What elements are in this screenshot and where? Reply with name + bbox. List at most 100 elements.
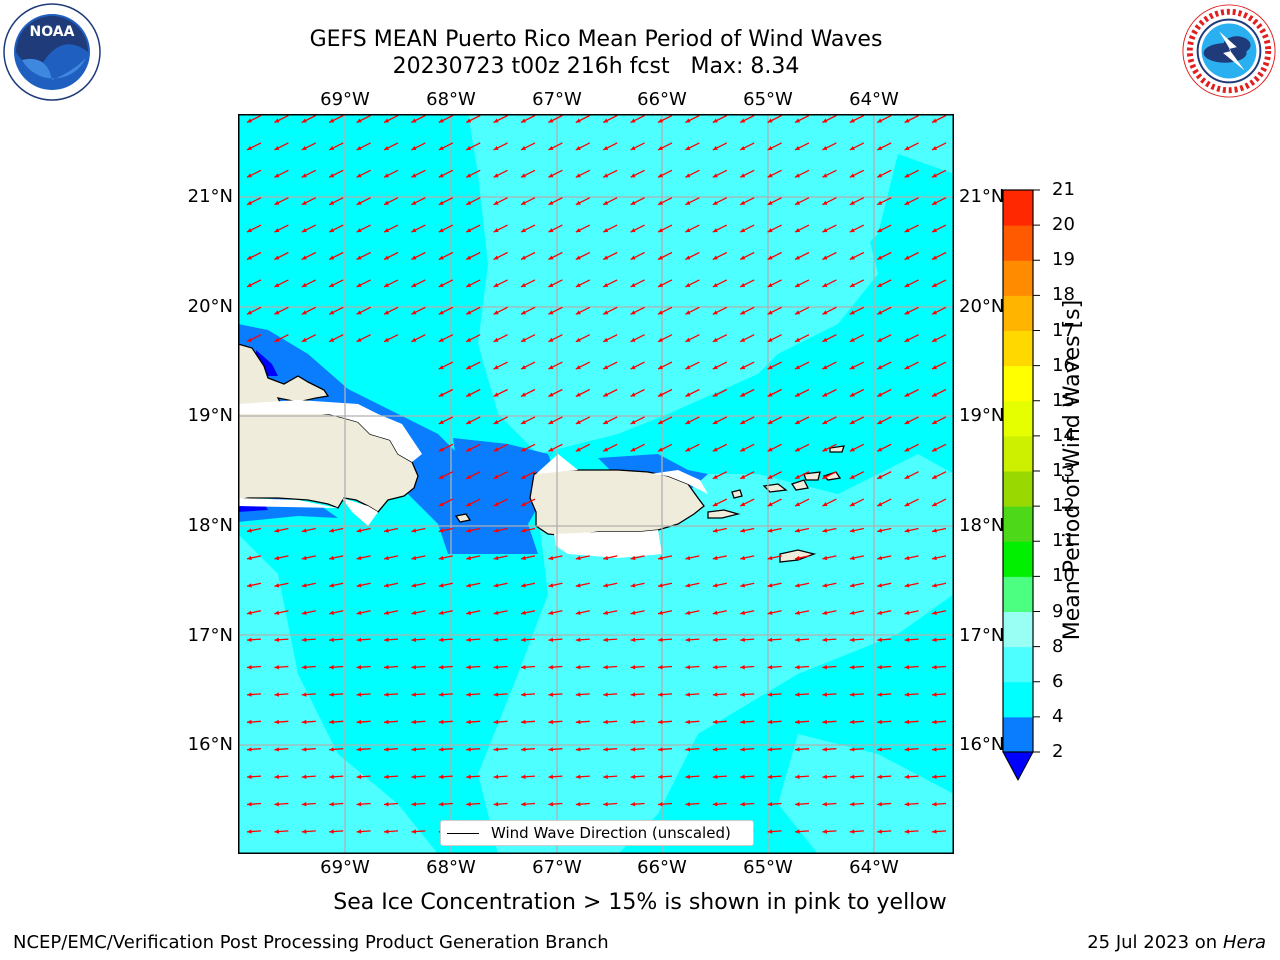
- wave-arrow-head: [548, 665, 554, 670]
- wave-arrow-head: [904, 610, 910, 615]
- wave-arrow-head: [274, 774, 280, 779]
- chart-title: GEFS MEAN Puerto Rico Mean Period of Win…: [309, 27, 883, 52]
- wave-arrow-head: [247, 555, 252, 561]
- wave-arrow-head: [603, 337, 609, 342]
- wave-arrow-head: [466, 747, 471, 752]
- wave-arrow-head: [767, 337, 773, 342]
- wave-arrow-head: [575, 419, 581, 424]
- wave-arrow-head: [274, 145, 280, 150]
- wave-arrow-head: [521, 337, 526, 342]
- wave-arrow-head: [274, 610, 280, 615]
- wave-arrow-head: [411, 692, 417, 697]
- wave-arrow-head: [740, 365, 746, 370]
- wave-arrow-head: [384, 719, 389, 725]
- wave-arrow-head: [740, 637, 745, 642]
- wave-arrow-head: [658, 282, 663, 287]
- wave-arrow-head: [384, 555, 389, 561]
- wave-arrow-head: [493, 255, 499, 260]
- wave-arrow-head: [411, 637, 417, 642]
- wave-arrow-head: [685, 173, 691, 178]
- wave-arrow-head: [712, 555, 718, 561]
- wave-arrow-head: [493, 365, 499, 370]
- wave-arrow-head: [356, 555, 362, 561]
- wave-arrow-head: [795, 337, 800, 342]
- wave-arrow-head: [904, 555, 910, 561]
- wave-arrow-head: [329, 583, 335, 588]
- wave-arrow-head: [329, 528, 335, 533]
- wave-arrow-head: [356, 829, 362, 834]
- colorbar-tick-label: 6: [1052, 670, 1064, 692]
- wave-arrow-head: [466, 502, 472, 507]
- wave-arrow-head: [877, 637, 882, 642]
- wave-arrow-head: [932, 637, 937, 642]
- wave-arrow-head: [740, 774, 745, 779]
- wave-arrow-head: [493, 228, 499, 233]
- wave-arrow-head: [712, 365, 718, 370]
- wave-arrow-head: [630, 555, 636, 561]
- wave-arrow-head: [521, 502, 526, 507]
- wave-arrow-head: [466, 665, 471, 670]
- wave-arrow-head: [877, 555, 883, 561]
- wave-arrow-head: [575, 282, 581, 287]
- wave-arrow-head: [767, 365, 773, 370]
- wave-arrow-head: [356, 637, 362, 642]
- wave-arrow-head: [493, 200, 499, 205]
- wave-arrow-head: [603, 392, 609, 397]
- wave-arrow-head: [767, 145, 773, 150]
- wave-arrow-head: [740, 392, 746, 397]
- wave-arrow-head: [301, 118, 307, 123]
- wave-arrow-head: [493, 802, 499, 807]
- footer-credit: NCEP/EMC/Verification Post Processing Pr…: [13, 932, 609, 953]
- colorbar-tick-label: 19: [1052, 249, 1075, 271]
- wave-arrow-head: [932, 802, 937, 807]
- wave-arrow-head: [384, 118, 389, 123]
- wave-arrow-head: [438, 200, 444, 205]
- wave-arrow-head: [384, 774, 389, 779]
- wave-arrow-head: [411, 583, 417, 588]
- lat-label-left: 18°N: [187, 515, 233, 536]
- wave-arrow-head: [411, 145, 417, 150]
- wave-arrow-head: [603, 282, 609, 287]
- wave-arrow-head: [603, 310, 609, 315]
- wave-arrow-head: [548, 392, 554, 397]
- wave-arrow-head: [685, 555, 691, 561]
- wave-arrow-head: [466, 419, 472, 424]
- wave-arrow-head: [438, 118, 444, 123]
- wave-arrow-head: [575, 365, 581, 370]
- wave-arrow-head: [658, 610, 663, 615]
- wave-arrow-head: [411, 228, 417, 233]
- wave-arrow-head: [740, 474, 746, 479]
- wave-arrow-head: [384, 200, 389, 205]
- wave-arrow-head: [630, 145, 636, 150]
- wave-arrow-head: [521, 419, 526, 424]
- wave-arrow-head: [438, 474, 444, 479]
- wave-arrow-head: [575, 774, 581, 779]
- wave-arrow-head: [548, 419, 554, 424]
- wave-arrow-head: [932, 282, 937, 287]
- wave-arrow-head: [384, 637, 389, 642]
- wave-arrow-head: [329, 555, 335, 561]
- wave-arrow-head: [301, 173, 307, 178]
- wave-arrow-head: [329, 282, 335, 287]
- wave-arrow-head: [767, 502, 773, 507]
- wave-arrow-head: [685, 365, 691, 370]
- wave-arrow-head: [548, 747, 554, 752]
- wave-arrow-head: [411, 665, 417, 670]
- wave-arrow-head: [411, 774, 417, 779]
- wave-arrow-head: [329, 310, 335, 315]
- legend-label: Wind Wave Direction (unscaled): [491, 824, 731, 842]
- wave-arrow-head: [575, 583, 581, 588]
- wave-arrow-head: [548, 802, 554, 807]
- wave-arrow-head: [356, 255, 362, 260]
- wave-arrow-head: [932, 692, 937, 697]
- wave-arrow-head: [548, 255, 554, 260]
- wave-arrow-head: [356, 310, 362, 315]
- wave-arrow-head: [658, 145, 663, 150]
- wave-arrow-head: [329, 774, 334, 779]
- wave-arrow-head: [438, 665, 444, 670]
- wave-arrow-head: [658, 637, 663, 642]
- colorbar-bin: [1003, 646, 1033, 683]
- wave-arrow-head: [521, 637, 526, 642]
- wave-arrow-head: [767, 774, 773, 779]
- wave-arrow-head: [301, 255, 307, 260]
